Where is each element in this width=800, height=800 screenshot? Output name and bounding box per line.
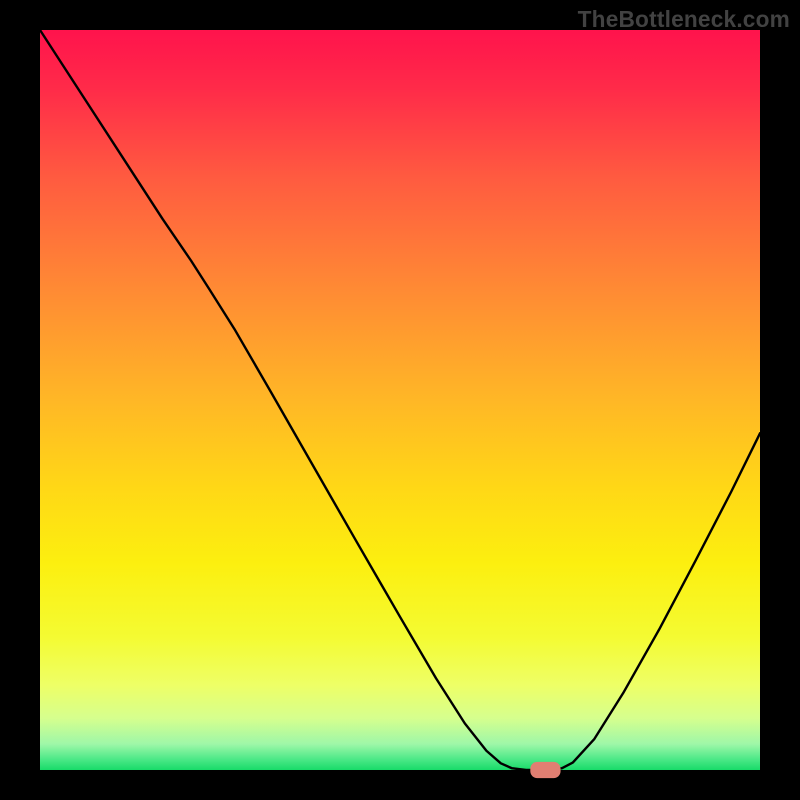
bottleneck-chart: [0, 0, 800, 800]
chart-container: TheBottleneck.com: [0, 0, 800, 800]
watermark-label: TheBottleneck.com: [578, 6, 790, 33]
optimal-point-marker: [530, 762, 560, 778]
plot-background: [40, 30, 760, 770]
